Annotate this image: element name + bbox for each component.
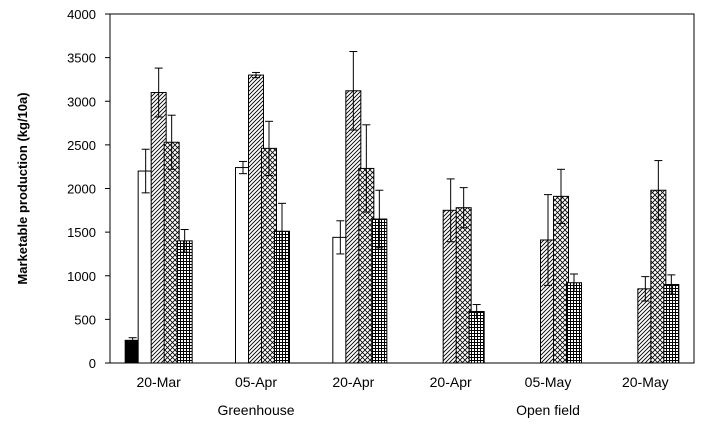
- y-tick-label: 0: [89, 356, 96, 371]
- x-tick-label: 20-Mar: [136, 374, 181, 390]
- y-tick-label: 2000: [67, 182, 96, 197]
- y-axis-label: Marketable production (kg/10a): [15, 92, 30, 284]
- group-label: Open field: [516, 402, 580, 418]
- bar: [663, 283, 680, 364]
- group-label: Greenhouse: [217, 402, 294, 418]
- y-tick-label: 4000: [67, 7, 96, 22]
- y-tick-label: 2500: [67, 138, 96, 153]
- x-tick-label: 05-May: [525, 374, 572, 390]
- x-tick-label: 05-Apr: [235, 374, 277, 390]
- y-tick-label: 500: [74, 312, 96, 327]
- plot-area: 0 500 1000 1500 2000 2500 3000 3500 4000 Marketab…: [15, 7, 695, 418]
- y-tick-label: 1000: [67, 269, 96, 284]
- y-tick-label: 3500: [67, 51, 96, 66]
- bar: [468, 311, 485, 364]
- x-tick-label: 20-Apr: [332, 374, 374, 390]
- y-tick-label: 3000: [67, 94, 96, 109]
- bar: [566, 282, 582, 364]
- x-tick-label: 20-May: [622, 374, 669, 390]
- y-tick-label: 1500: [67, 225, 96, 240]
- plot-frame: [109, 13, 695, 364]
- x-tick-label: 20-Apr: [430, 374, 472, 390]
- bar: [176, 240, 193, 364]
